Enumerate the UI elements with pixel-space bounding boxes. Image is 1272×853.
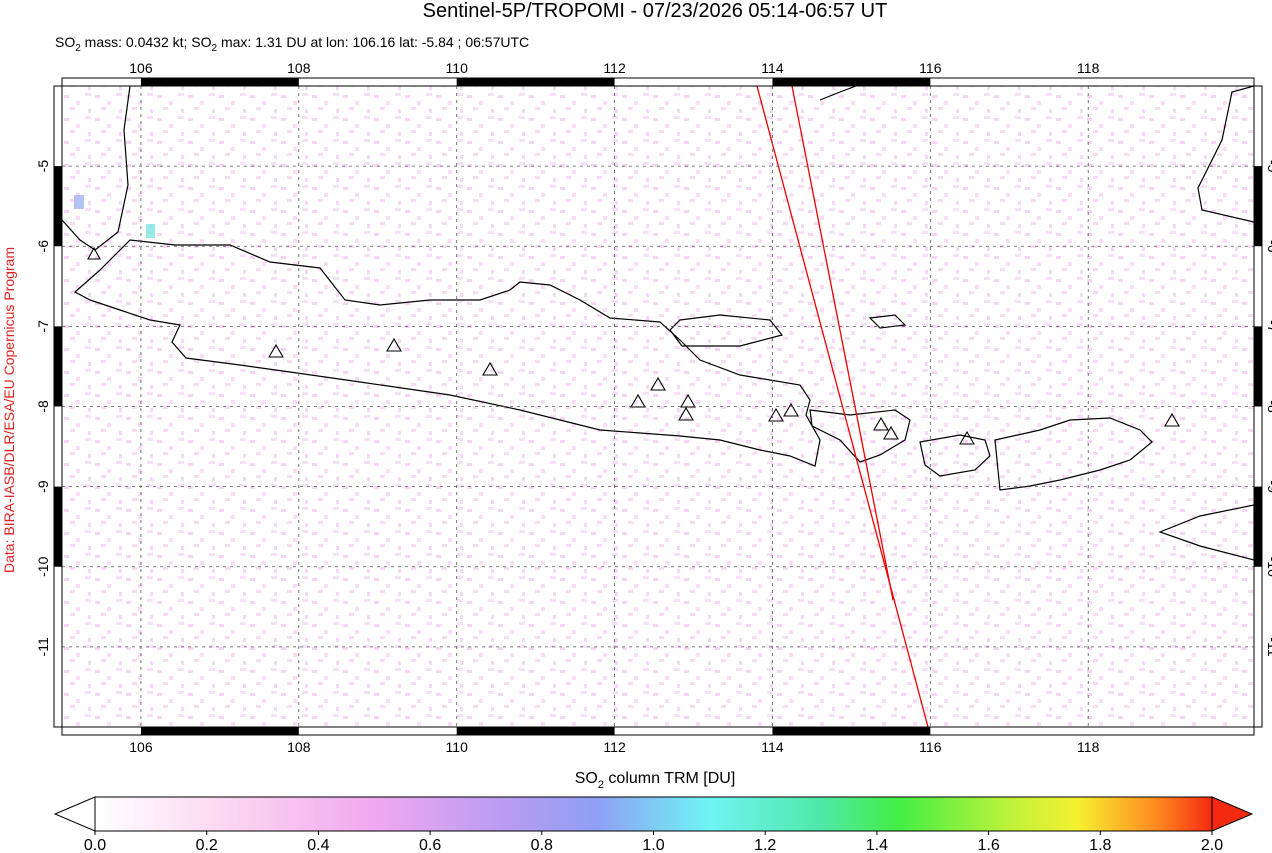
colorbar-tick-label: 0.2 bbox=[196, 837, 218, 853]
coastline bbox=[62, 86, 131, 251]
y-tick-label: -8 bbox=[1265, 400, 1272, 413]
x-tick-label: 116 bbox=[919, 60, 942, 76]
x-tick-label: 116 bbox=[919, 739, 942, 755]
colorbar-bar bbox=[94, 796, 1213, 832]
plume bbox=[74, 195, 84, 209]
colorbar-label-part: SO bbox=[575, 770, 598, 787]
y-tick-label: -10 bbox=[35, 556, 51, 576]
x-tick-label: 118 bbox=[1077, 60, 1100, 76]
x-tick-label: 114 bbox=[761, 739, 784, 755]
colorbar-tick-label: 1.6 bbox=[977, 837, 999, 853]
colorbar-tick-label: 2.0 bbox=[1201, 837, 1223, 853]
subtitle-part: 2 bbox=[212, 43, 218, 54]
axis-bar bbox=[1254, 486, 1262, 567]
colorbar-under bbox=[53, 796, 96, 832]
colorbar-tick-label: 0.4 bbox=[307, 837, 329, 853]
x-tick-label: 118 bbox=[1077, 739, 1100, 755]
colorbar-label-part: column TRM [DU] bbox=[604, 770, 735, 787]
axis-bar bbox=[1254, 166, 1262, 247]
coastline bbox=[1158, 504, 1254, 561]
y-tick-label: -6 bbox=[35, 240, 51, 253]
colorbar-tick-label: 1.0 bbox=[642, 837, 664, 853]
x-tick-label: 106 bbox=[129, 60, 153, 76]
subtitle-part: SO bbox=[55, 34, 75, 50]
x-tick-label: 108 bbox=[287, 739, 311, 755]
colorbar-tick-label: 1.2 bbox=[754, 837, 776, 853]
title: Sentinel-5P/TROPOMI - 07/23/2026 05:14-0… bbox=[423, 0, 888, 22]
coastline bbox=[73, 239, 821, 467]
y-tick-label: -5 bbox=[1265, 160, 1272, 173]
axis-bar bbox=[54, 486, 62, 567]
x-tick-label: 108 bbox=[287, 60, 311, 76]
y-tick-label: -9 bbox=[35, 480, 51, 493]
subtitle: SO2 mass: 0.0432 kt; SO2 max: 1.31 DU at… bbox=[55, 34, 529, 54]
y-tick-label: -11 bbox=[35, 637, 51, 656]
credit: Data: BIRA-IASB/DLR/ESA/EU Copernicus Pr… bbox=[1, 247, 17, 573]
axis-bar bbox=[140, 78, 299, 86]
y-tick-label: -5 bbox=[35, 160, 51, 173]
axis-bar bbox=[140, 727, 299, 735]
map: 106 106 108 108 110 110 112 112 114 114 116 116 118 1… bbox=[35, 60, 1272, 755]
x-tick-label: 112 bbox=[603, 60, 626, 76]
subtitle-part: mass: 0.0432 kt; SO bbox=[81, 34, 212, 50]
subtitle-part: max: 1.31 DU at lon: 106.16 lat: -5.84 ;… bbox=[217, 34, 529, 50]
coastline bbox=[809, 409, 911, 463]
colorbar-over bbox=[1211, 796, 1254, 832]
y-tick-label: -6 bbox=[1265, 240, 1272, 253]
coastline bbox=[819, 86, 857, 101]
axis-bar bbox=[772, 78, 931, 86]
y-tick-label: -7 bbox=[35, 320, 51, 333]
y-tick-label: -10 bbox=[1265, 557, 1272, 577]
coastline bbox=[994, 417, 1153, 491]
colorbar-tick-label: 0.6 bbox=[419, 837, 441, 853]
y-tick-label: -8 bbox=[35, 400, 51, 413]
coastlines bbox=[62, 86, 1254, 727]
coastline bbox=[669, 314, 784, 347]
subtitle-part: 2 bbox=[75, 43, 81, 54]
axis-bar bbox=[456, 78, 615, 86]
colorbar-tick-label: 0.8 bbox=[531, 837, 553, 853]
y-tick-label: -9 bbox=[1265, 480, 1272, 493]
colorbar-tick-label: 0.0 bbox=[84, 837, 106, 853]
axis-bar bbox=[54, 166, 62, 247]
axis-bar bbox=[456, 727, 615, 735]
volcanoes bbox=[87, 246, 1180, 445]
axis-bar bbox=[1254, 326, 1262, 407]
plume bbox=[146, 224, 155, 238]
axis-bar bbox=[54, 326, 62, 407]
volcano-markers bbox=[87, 246, 1180, 445]
orbit-edge bbox=[756, 86, 929, 727]
colorbar: 0.0 0.2 0.4 0.6 0.8 1.0 1.2 1.4 1.6 1.8 2.0 bbox=[53, 796, 1254, 853]
axis-bar bbox=[772, 727, 931, 735]
y-tick-label: -11 bbox=[1265, 637, 1272, 656]
x-tick-label: 110 bbox=[446, 60, 469, 76]
colorbar-tick-label: 1.8 bbox=[1089, 837, 1111, 853]
coastline bbox=[1197, 86, 1254, 223]
y-tick-label: -7 bbox=[1265, 320, 1272, 333]
coastline bbox=[868, 314, 907, 329]
colorbar-tick-label: 1.4 bbox=[866, 837, 888, 853]
map-frame bbox=[61, 85, 1255, 728]
x-tick-label: 112 bbox=[603, 739, 626, 755]
colorbar-label: SO2 column TRM [DU] bbox=[575, 770, 736, 791]
orbit-edge bbox=[791, 86, 894, 601]
x-tick-label: 106 bbox=[129, 739, 153, 755]
colorbar-label-part: 2 bbox=[598, 779, 604, 791]
x-tick-label: 110 bbox=[446, 739, 469, 755]
x-tick-label: 114 bbox=[761, 60, 784, 76]
